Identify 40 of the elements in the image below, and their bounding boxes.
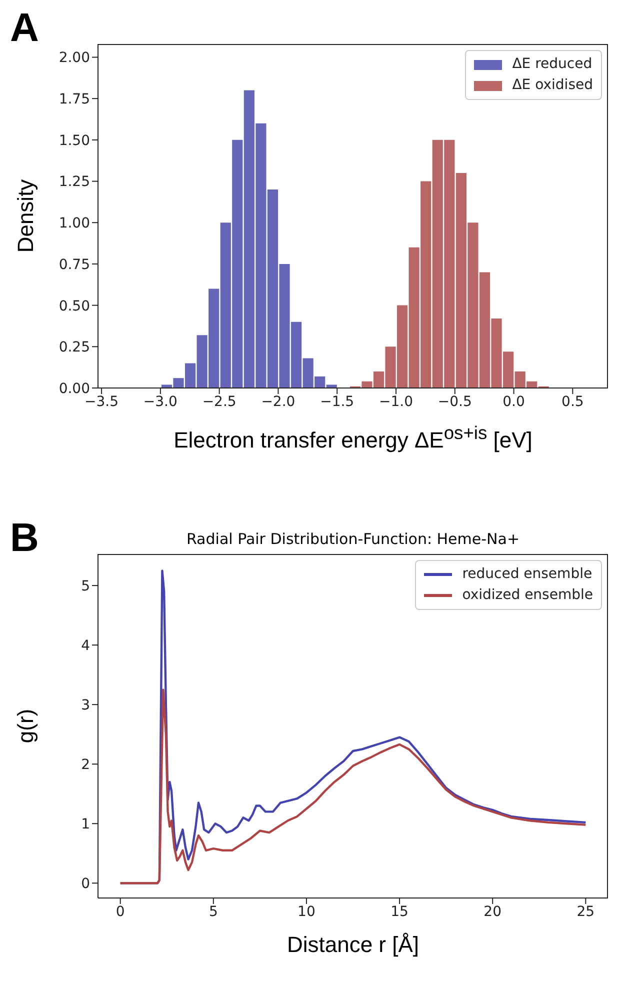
text: A <box>10 6 39 51</box>
legend-label: oxidized ensemble <box>462 586 593 605</box>
y-tick-label: 0.25 <box>58 340 90 356</box>
x-tick-label: −2.0 <box>261 394 296 410</box>
y-tick-label: 1 <box>81 816 90 833</box>
x-tick-label: −3.0 <box>143 394 178 410</box>
y-tick-label: 1.25 <box>58 174 90 190</box>
x-tick-label: −0.5 <box>438 394 472 410</box>
y-tick-label: 1.50 <box>58 132 90 149</box>
y-tick-label: 4 <box>81 638 90 654</box>
y-tick-label: 0.75 <box>58 256 90 273</box>
y-tick-label: 0 <box>81 876 90 892</box>
legend-label: ΔE oxidised <box>512 76 593 95</box>
y-axis-title: Density <box>13 179 39 253</box>
x-tick-label: 0 <box>116 904 125 920</box>
y-axis-title: g(r) <box>13 708 39 744</box>
x-tick-label: 25 <box>576 904 595 920</box>
legend-label: ΔE reduced <box>512 55 592 74</box>
x-tick-label: −1.5 <box>320 394 354 410</box>
y-tick-label: 0.50 <box>58 298 90 314</box>
legend-label: reduced ensemble <box>462 565 592 584</box>
x-tick-label: 5 <box>208 904 218 920</box>
text: B <box>10 516 39 561</box>
y-tick-label: 3 <box>81 698 90 714</box>
x-tick-label: −1.0 <box>378 394 413 410</box>
y-tick-label: 2 <box>81 757 90 774</box>
x-tick-label: −2.5 <box>202 394 236 410</box>
x-tick-label: 0.0 <box>502 394 525 410</box>
y-tick-label: 2.00 <box>58 50 90 66</box>
chart-title: Radial Pair Distribution-Function: Heme-Na+ <box>185 530 521 548</box>
x-tick-label: 15 <box>390 904 408 920</box>
y-tick-label: 1.75 <box>58 92 90 108</box>
x-axis-title: Distance r [Å] <box>286 932 420 958</box>
y-tick-label: 5 <box>81 578 90 595</box>
x-tick-label: 0.5 <box>562 394 584 410</box>
line-series <box>119 688 587 884</box>
x-axis-title: Electron transfer energy ΔE$^{os+is}$ [eV] <box>172 422 534 454</box>
y-tick-label: 1.00 <box>58 216 90 232</box>
x-tick-label: 10 <box>298 904 316 920</box>
x-tick-label: 20 <box>484 904 502 920</box>
